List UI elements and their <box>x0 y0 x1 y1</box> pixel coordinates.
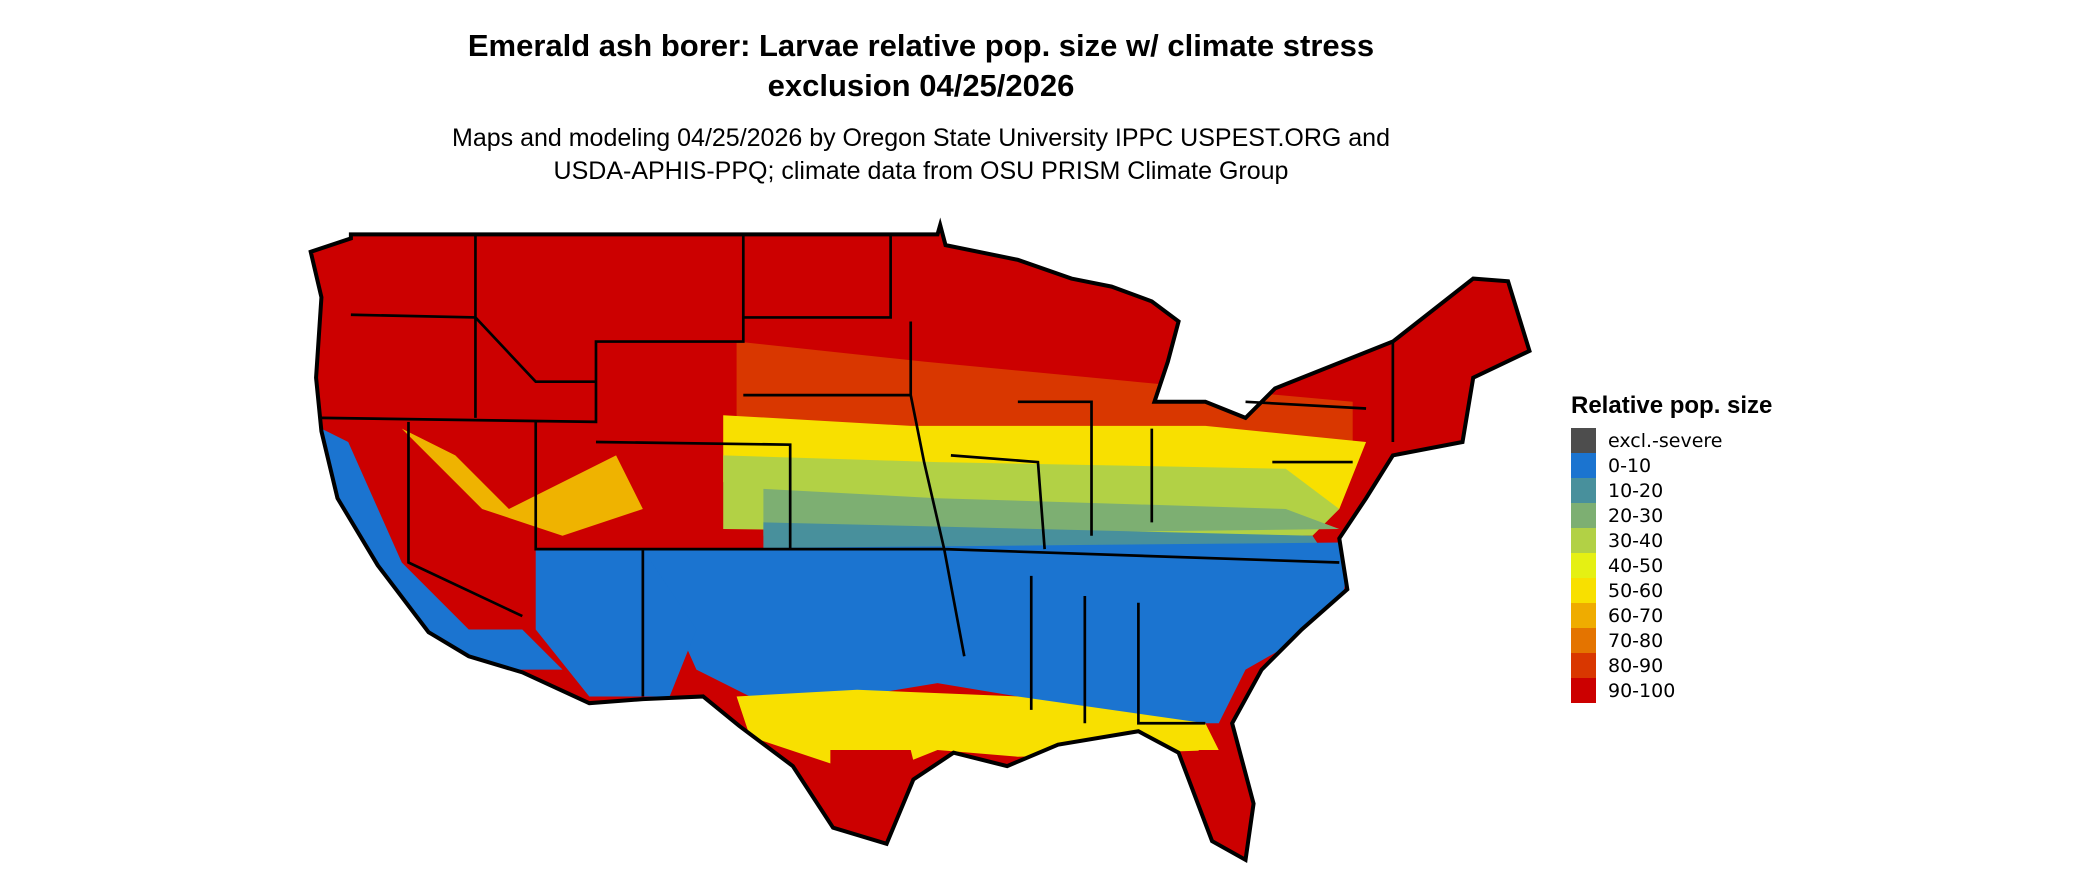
legend-label: excl.-severe <box>1608 429 1723 452</box>
legend-label: 20-30 <box>1608 504 1664 527</box>
legend-label: 40-50 <box>1608 554 1664 577</box>
zone-0-10-southwest <box>535 549 697 697</box>
legend-label: 0-10 <box>1608 454 1652 477</box>
legend-item: 40-50 <box>1571 553 1772 578</box>
legend-swatch <box>1571 503 1596 528</box>
legend-swatch <box>1571 628 1596 653</box>
legend-item: 90-100 <box>1571 678 1772 703</box>
legend-swatch <box>1571 553 1596 578</box>
legend-label: 10-20 <box>1608 479 1664 502</box>
map-subtitle: Maps and modeling 04/25/2026 by Oregon S… <box>0 122 1842 188</box>
legend-item: excl.-severe <box>1571 428 1772 453</box>
zone-80-90 <box>736 341 1353 442</box>
legend-swatch <box>1571 453 1596 478</box>
zone-50-60-west <box>401 428 643 536</box>
legend-item: 80-90 <box>1571 653 1772 678</box>
state-borders <box>311 225 1530 860</box>
legend-swatch <box>1571 603 1596 628</box>
zone-0-10-east <box>642 542 1353 724</box>
legend-swatch <box>1571 653 1596 678</box>
map-title: Emerald ash borer: Larvae relative pop. … <box>0 26 1842 106</box>
legend-swatch <box>1571 678 1596 703</box>
legend-label: 80-90 <box>1608 654 1664 677</box>
legend-label: 60-70 <box>1608 604 1664 627</box>
subtitle-line-1: Maps and modeling 04/25/2026 by Oregon S… <box>452 124 1390 152</box>
legend-item: 20-30 <box>1571 503 1772 528</box>
legend-item: 50-60 <box>1571 578 1772 603</box>
legend-item: 70-80 <box>1571 628 1772 653</box>
legend-title: Relative pop. size <box>1571 392 1773 419</box>
legend-item: 60-70 <box>1571 603 1772 628</box>
legend-swatch <box>1571 578 1596 603</box>
legend-item: 0-10 <box>1571 453 1772 478</box>
legend-item: 10-20 <box>1571 478 1772 503</box>
zone-20-30 <box>763 488 1340 536</box>
title-line-1: Emerald ash borer: Larvae relative pop. … <box>467 28 1375 63</box>
legend-label: 50-60 <box>1608 579 1664 602</box>
legend-label: 90-100 <box>1608 679 1676 702</box>
zone-red-florida <box>1198 750 1253 858</box>
legend-label: 70-80 <box>1608 629 1664 652</box>
legend-swatch <box>1571 528 1596 553</box>
title-line-2: exclusion 04/25/2026 <box>767 68 1075 103</box>
legend-item: 30-40 <box>1571 528 1772 553</box>
legend-swatch <box>1571 428 1596 453</box>
legend-label: 30-40 <box>1608 529 1664 552</box>
legend: Relative pop. size excl.-severe 0-10 10-20… <box>1571 392 1772 703</box>
legend-swatch <box>1571 478 1596 503</box>
subtitle-line-2: USDA-APHIS-PPQ; climate data from OSU PR… <box>553 157 1289 185</box>
